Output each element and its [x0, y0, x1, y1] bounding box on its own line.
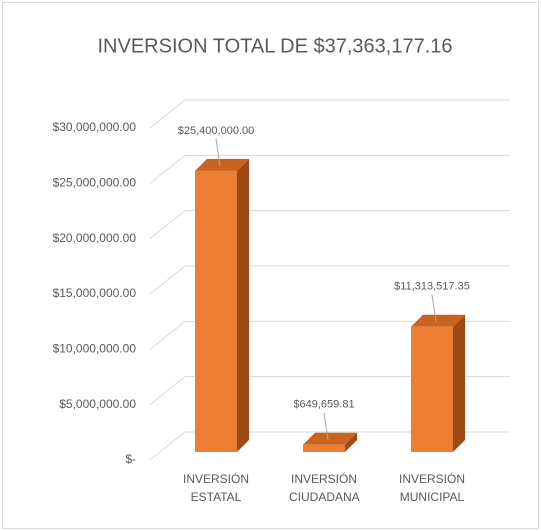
- y-tick-label: $5,000,000.00: [59, 397, 136, 411]
- grid-line: [149, 210, 510, 240]
- y-tick-label: $15,000,000.00: [53, 286, 137, 300]
- bar: [195, 170, 237, 452]
- x-tick-label: INVERSIÓN ESTATAL: [182, 472, 249, 504]
- data-label: $25,400,000.00: [178, 125, 254, 137]
- grid-line: [149, 154, 510, 184]
- y-tick-label: $10,000,000.00: [53, 342, 137, 356]
- chart-title: INVERSION TOTAL DE $37,363,177.16: [98, 35, 453, 57]
- bar-side: [453, 314, 465, 452]
- bar-side: [345, 432, 357, 452]
- grid-line: [149, 376, 510, 406]
- bar: [411, 326, 453, 452]
- y-tick-label: $20,000,000.00: [53, 231, 137, 245]
- y-tick-label: $-: [125, 452, 136, 466]
- bar-top: [195, 158, 249, 171]
- x-tick-label: INVERSIÓN MUNICIPAL: [398, 472, 465, 504]
- leader-line: [323, 412, 329, 440]
- data-label: $649,659.81: [293, 399, 354, 411]
- grid-line: [149, 431, 510, 461]
- y-tick-label: $30,000,000.00: [53, 120, 137, 134]
- bar-top: [303, 432, 357, 445]
- leader-line: [215, 138, 221, 166]
- grid-line: [149, 99, 510, 129]
- bar-side: [237, 158, 249, 452]
- grid-line: [149, 320, 510, 350]
- bar: [303, 444, 345, 452]
- y-tick-label: $25,000,000.00: [53, 176, 137, 190]
- bar-top: [411, 314, 465, 327]
- data-label: $11,313,517.35: [394, 281, 470, 293]
- x-tick-label: INVERSIÓN CIUDADANA: [289, 472, 360, 504]
- leader-line: [431, 294, 437, 322]
- grid-line: [149, 265, 510, 295]
